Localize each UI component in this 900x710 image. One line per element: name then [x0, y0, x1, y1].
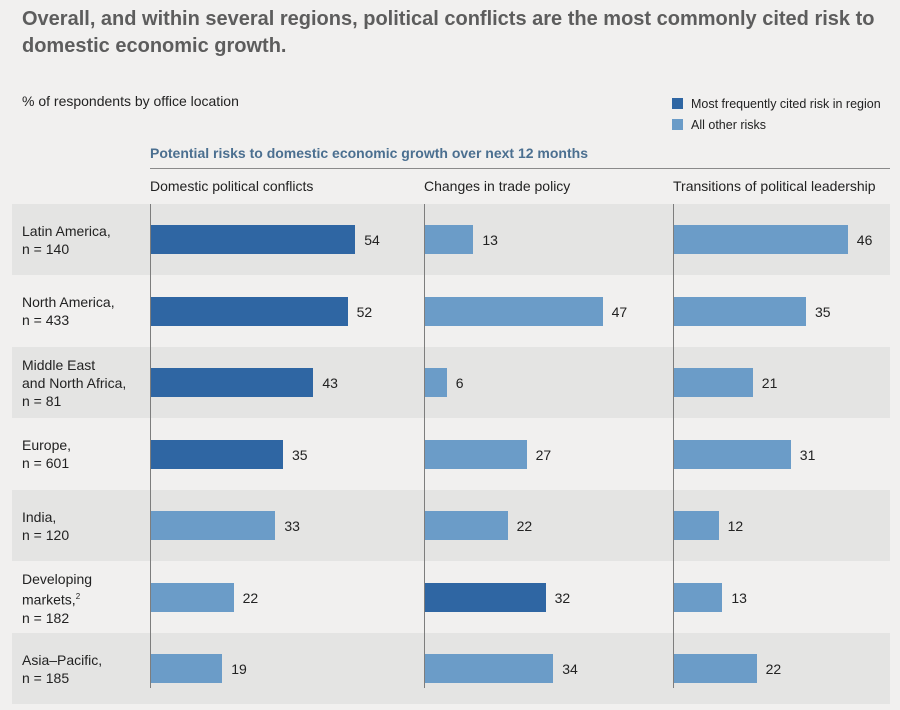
bar-trade-policy	[424, 439, 527, 469]
row-label: North America, n = 433	[22, 293, 115, 329]
bar-political-conflicts	[150, 582, 234, 612]
row-label: Asia–Pacific, n = 185	[22, 651, 102, 687]
bar-political-leadership	[673, 296, 806, 326]
data-label: 43	[322, 375, 338, 391]
axis-line-trade-policy	[424, 204, 425, 688]
row-label-line: Europe,	[22, 437, 72, 454]
row-label: Developing markets,2 n = 182	[22, 570, 92, 627]
bar-political-leadership	[673, 582, 723, 612]
data-label: 32	[554, 589, 571, 606]
data-label: 21	[761, 375, 778, 391]
column-header-political-conflicts: Domestic political conflicts	[150, 178, 314, 194]
legend-label-all-other: All other risks	[691, 117, 767, 132]
data-label: 35	[815, 303, 831, 320]
data-label: 35	[292, 446, 308, 463]
data-label: 34	[562, 661, 578, 677]
data-label: 46	[856, 232, 873, 248]
chart-title: Overall, and within several regions, pol…	[22, 8, 875, 57]
row-label-line: n = 81	[22, 392, 62, 409]
row-label-line: Middle East	[22, 356, 96, 373]
row-label-line: Asia–Pacific,	[22, 651, 103, 668]
section-title: Potential risks to domestic economic gro…	[150, 145, 588, 161]
data-label: 47	[611, 303, 628, 320]
row-label: India, n = 120	[22, 508, 69, 544]
bar-political-conflicts	[150, 296, 348, 326]
bar-trade-policy	[424, 225, 474, 254]
bar-trade-policy	[424, 654, 554, 683]
axis-line-political-conflicts	[150, 204, 151, 688]
legend-item-most-frequent: Most frequently cited risk in region	[672, 93, 881, 114]
bar-political-leadership	[673, 654, 757, 683]
row-label-line: n = 140	[22, 240, 70, 257]
data-label: 6	[455, 375, 464, 391]
data-label: 12	[727, 518, 744, 534]
bar-political-leadership	[673, 439, 791, 469]
row-label-line: n = 433	[22, 312, 70, 329]
row-band	[12, 347, 890, 418]
row-label-line: n = 120	[22, 526, 70, 543]
row-label-line: n = 185	[22, 669, 70, 686]
data-label: 31	[799, 446, 816, 463]
data-label: 22	[516, 518, 533, 534]
bar-political-leadership	[673, 225, 848, 254]
footnote-marker: 2	[75, 592, 81, 602]
bar-political-leadership	[673, 368, 753, 397]
row-label-line: n = 182	[22, 609, 70, 626]
bar-trade-policy	[424, 582, 546, 612]
legend-label-most-frequent: Most frequently cited risk in region	[691, 96, 881, 111]
legend-swatch-all-other	[672, 119, 683, 130]
data-label: 13	[731, 589, 747, 606]
row-label-line: n = 601	[22, 455, 70, 472]
bar-political-conflicts	[150, 368, 314, 397]
legend-swatch-most-frequent	[672, 98, 683, 109]
row-label-line: North America,	[22, 294, 115, 311]
data-label: 13	[482, 232, 498, 248]
bar-political-conflicts	[150, 225, 356, 254]
bar-political-leadership	[673, 511, 719, 540]
bar-trade-policy	[424, 368, 447, 397]
bar-trade-policy	[424, 296, 603, 326]
legend-item-all-other: All other risks	[672, 114, 881, 135]
column-header-trade-policy: Changes in trade policy	[424, 178, 571, 194]
row-label: Europe, n = 601	[22, 436, 71, 472]
row-label: Middle East and North Africa, n = 81	[22, 356, 126, 410]
data-label: 22	[765, 661, 782, 677]
row-label-line: Latin America,	[22, 222, 111, 239]
row-label-line: and North Africa,	[22, 374, 127, 391]
row-label-line: India,	[22, 508, 57, 525]
row-label-line: Developing	[22, 571, 93, 588]
data-label: 54	[364, 232, 380, 248]
row-label-line: markets,2	[22, 591, 81, 608]
bar-political-conflicts	[150, 654, 223, 683]
data-label: 52	[356, 303, 373, 320]
section-divider	[150, 168, 890, 169]
data-label: 27	[535, 446, 552, 463]
bar-political-conflicts	[150, 439, 283, 469]
data-label: 33	[284, 518, 300, 534]
axis-line-political-leadership	[673, 204, 674, 688]
bar-trade-policy	[424, 511, 508, 540]
row-label: Latin America, n = 140	[22, 222, 111, 258]
column-header-political-leadership: Transitions of political leadership	[673, 178, 876, 194]
bar-political-conflicts	[150, 511, 276, 540]
legend: Most frequently cited risk in region All…	[672, 93, 881, 135]
chart-subtitle: % of respondents by office location	[22, 93, 239, 109]
data-label: 19	[231, 661, 247, 677]
data-label: 22	[242, 589, 259, 606]
